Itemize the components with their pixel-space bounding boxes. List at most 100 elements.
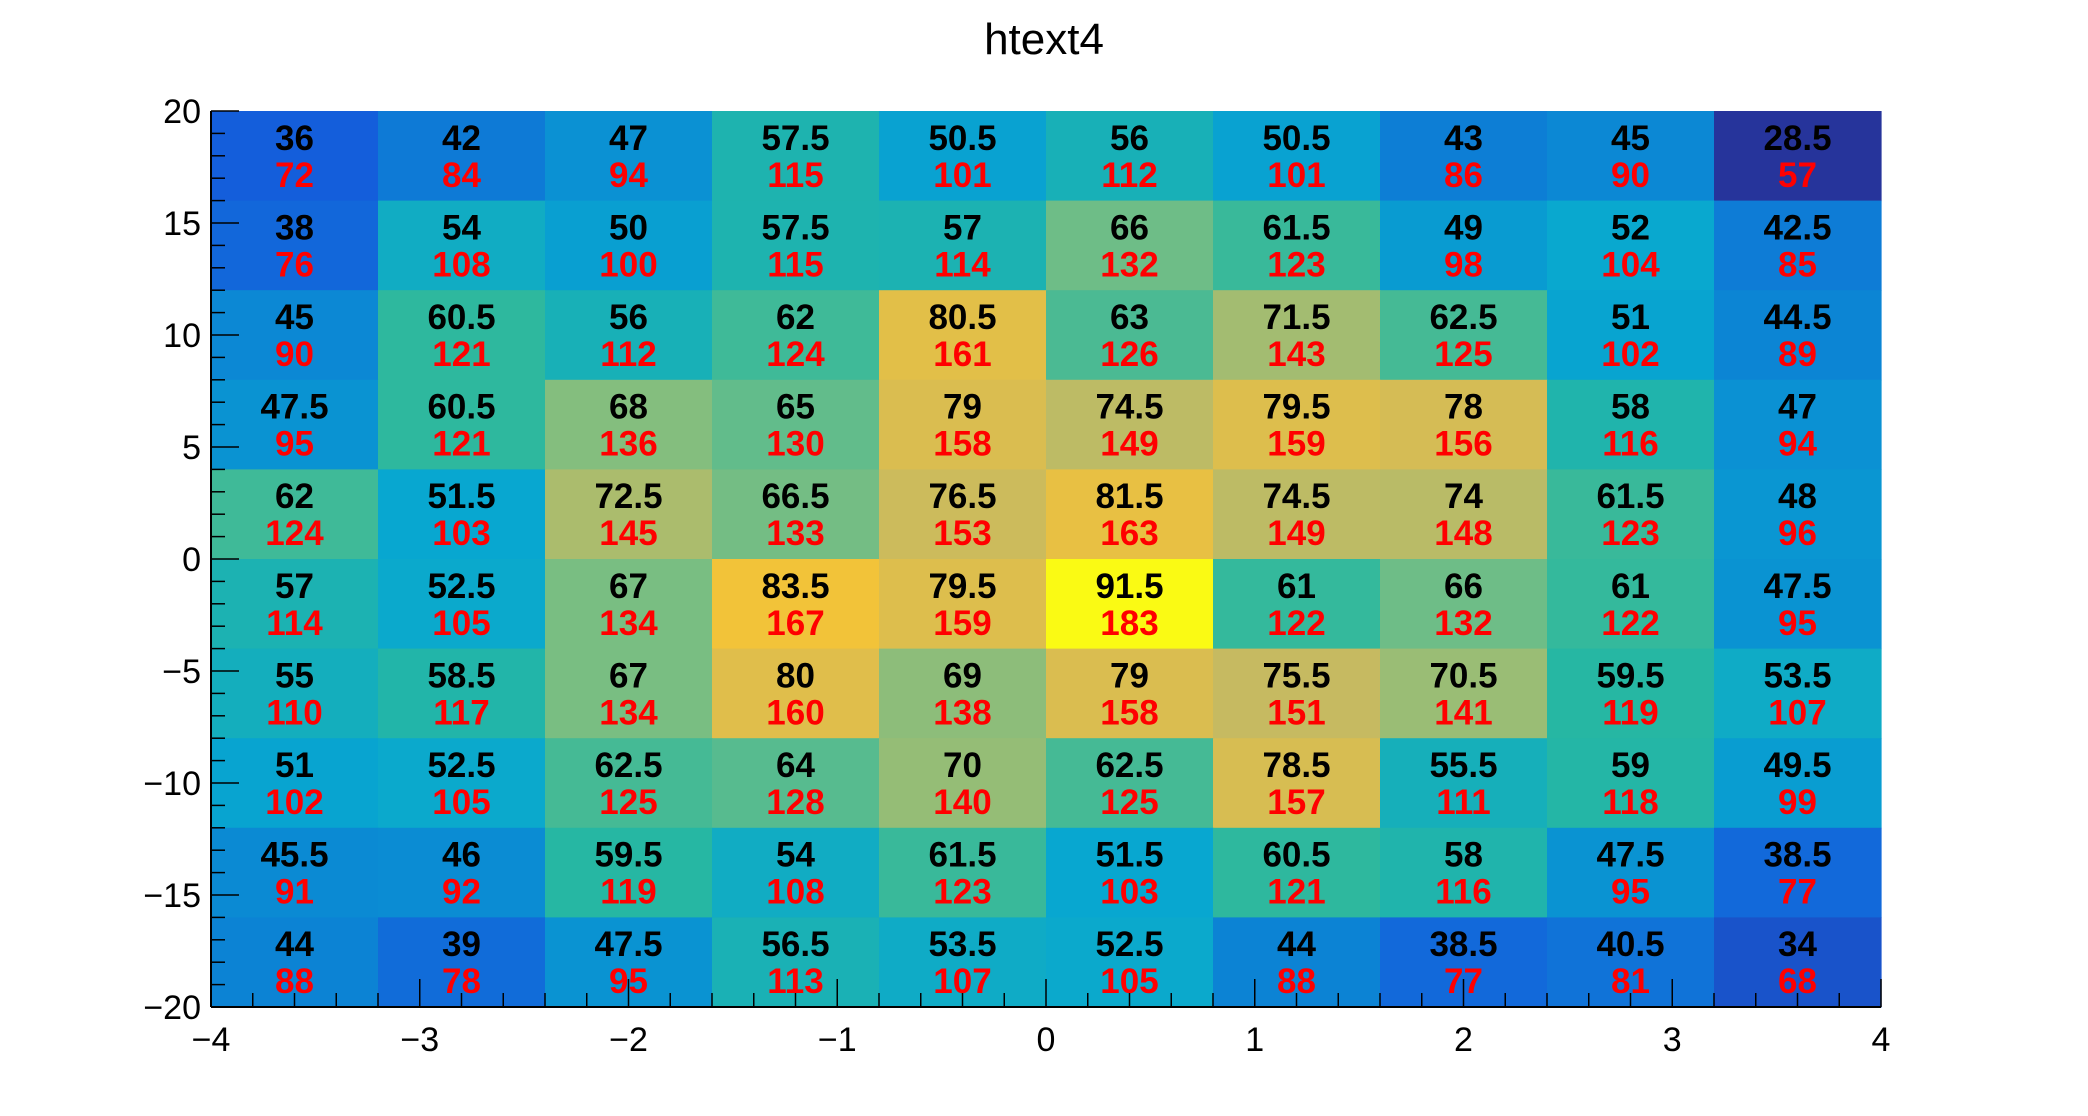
heatmap-cell — [378, 648, 546, 739]
y-tick-label: −5 — [162, 653, 201, 691]
cell-count-label: 94 — [609, 156, 648, 195]
cell-value-label: 45 — [1611, 119, 1650, 158]
cell-value-label: 50 — [609, 208, 648, 247]
cell-value-label: 50.5 — [928, 119, 996, 158]
cell-count-label: 103 — [1100, 873, 1158, 912]
cell-count-label: 119 — [1602, 693, 1658, 732]
cell-count-label: 110 — [266, 693, 322, 732]
cell-count-label: 121 — [1267, 873, 1325, 912]
cell-value-label: 47 — [609, 119, 648, 158]
cell-value-label: 66 — [1444, 567, 1483, 606]
cell-value-label: 60.5 — [1262, 836, 1330, 875]
cell-value-label: 36 — [275, 119, 314, 158]
heatmap-cell — [1547, 111, 1715, 202]
cell-value-label: 53.5 — [1763, 656, 1831, 695]
cell-value-label: 44 — [1277, 925, 1316, 964]
heatmap-cell — [712, 559, 880, 650]
cell-value-label: 47.5 — [1596, 836, 1664, 875]
cell-count-label: 143 — [1267, 335, 1325, 374]
cell-value-label: 54 — [442, 208, 481, 247]
heatmap-cell — [1213, 648, 1381, 739]
cell-value-label: 61.5 — [1596, 477, 1664, 516]
cell-count-label: 95 — [1611, 873, 1650, 912]
cell-count-label: 148 — [1434, 514, 1492, 553]
heatmap-cell — [545, 290, 713, 381]
x-tick-label: −2 — [609, 1021, 648, 1059]
cell-count-label: 95 — [1778, 604, 1817, 643]
cell-value-label: 51 — [1611, 298, 1650, 337]
cell-count-label: 130 — [766, 425, 824, 464]
cell-value-label: 79 — [943, 388, 982, 427]
heatmap-cell — [545, 469, 713, 560]
cell-value-label: 56 — [609, 298, 648, 337]
cell-value-label: 52 — [1611, 208, 1650, 247]
cell-count-label: 117 — [433, 693, 489, 732]
cell-value-label: 46 — [442, 836, 481, 875]
heatmap-cell — [879, 200, 1047, 291]
cell-value-label: 54 — [776, 836, 815, 875]
cell-value-label: 42.5 — [1763, 208, 1831, 247]
y-tick-label: 5 — [182, 429, 201, 467]
cell-value-label: 45.5 — [260, 836, 328, 875]
cell-value-label: 49 — [1444, 208, 1483, 247]
cell-count-label: 94 — [1778, 425, 1817, 464]
heatmap-cell — [879, 290, 1047, 381]
heatmap-cell — [1714, 827, 1882, 918]
heatmap-cell — [1380, 648, 1548, 739]
heatmap-cell — [378, 290, 546, 381]
cell-value-label: 57.5 — [761, 208, 829, 247]
x-tick-label: −1 — [818, 1021, 857, 1059]
cell-value-label: 62 — [275, 477, 314, 516]
heatmap-cell — [211, 559, 379, 650]
heatmap-cell — [1547, 917, 1715, 1008]
cell-count-label: 133 — [766, 514, 824, 553]
cell-value-label: 61 — [1277, 567, 1316, 606]
cell-count-label: 101 — [1267, 156, 1325, 195]
cell-count-label: 76 — [275, 245, 314, 284]
cell-value-label: 57 — [943, 208, 982, 247]
cell-value-label: 56 — [1110, 119, 1149, 158]
cell-count-label: 108 — [432, 245, 490, 284]
cell-value-label: 62.5 — [1429, 298, 1497, 337]
heatmap-cell — [1714, 379, 1882, 470]
heatmap-cell — [712, 469, 880, 560]
cell-value-label: 47.5 — [260, 388, 328, 427]
cell-value-label: 80.5 — [928, 298, 996, 337]
cell-value-label: 69 — [943, 656, 982, 695]
y-tick-label: −15 — [143, 877, 201, 915]
cell-count-label: 92 — [442, 873, 481, 912]
heatmap-cell — [1213, 290, 1381, 381]
cell-count-label: 112 — [600, 335, 656, 374]
x-tick-label: 0 — [1037, 1021, 1056, 1059]
heatmap-cell — [1547, 648, 1715, 739]
cell-count-label: 149 — [1100, 425, 1158, 464]
y-tick-label: −20 — [143, 989, 201, 1027]
x-tick-label: −3 — [400, 1021, 439, 1059]
cell-value-label: 53.5 — [928, 925, 996, 964]
y-tick-label: 10 — [163, 317, 201, 355]
cell-count-label: 124 — [265, 514, 324, 553]
cell-count-label: 115 — [767, 156, 823, 195]
cell-value-label: 72.5 — [594, 477, 662, 516]
heatmap-cell — [879, 469, 1047, 560]
heatmap-cell — [211, 111, 379, 202]
cell-count-label: 159 — [1267, 425, 1325, 464]
cell-value-label: 50.5 — [1262, 119, 1330, 158]
cell-count-label: 96 — [1778, 514, 1817, 553]
cell-value-label: 56.5 — [761, 925, 829, 964]
cell-value-label: 38.5 — [1763, 836, 1831, 875]
heatmap-cell — [1046, 111, 1214, 202]
cell-value-label: 74 — [1444, 477, 1483, 516]
cell-value-label: 59.5 — [594, 836, 662, 875]
heatmap-cell — [1213, 738, 1381, 829]
cell-count-label: 156 — [1434, 425, 1492, 464]
cell-count-label: 134 — [599, 693, 658, 732]
cell-value-label: 58.5 — [427, 656, 495, 695]
cell-count-label: 151 — [1267, 693, 1325, 732]
cell-value-label: 38 — [275, 208, 314, 247]
heatmap-cell — [378, 917, 546, 1008]
cell-labels: 36724284479457.511550.51015611250.510143… — [260, 119, 1831, 1001]
cell-count-label: 102 — [265, 783, 323, 822]
cell-count-label: 105 — [432, 783, 490, 822]
